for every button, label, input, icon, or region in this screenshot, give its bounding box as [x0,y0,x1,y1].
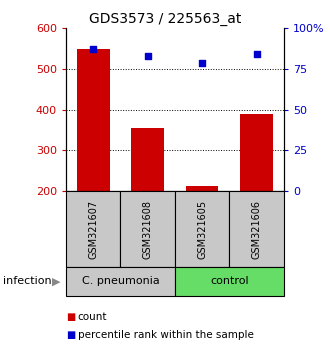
Bar [77,50,110,191]
Text: infection: infection [3,276,52,286]
Text: C. pneumonia: C. pneumonia [82,276,159,286]
Bar [131,128,164,191]
Bar [120,191,175,267]
Bar [66,267,175,296]
Text: ■: ■ [66,330,75,339]
Text: GSM321605: GSM321605 [197,200,207,259]
Text: GSM321606: GSM321606 [251,200,262,259]
Bar [240,114,273,191]
Bar [175,267,284,296]
Point [145,53,150,59]
Text: ▶: ▶ [52,276,60,286]
Text: GDS3573 / 225563_at: GDS3573 / 225563_at [89,12,241,27]
Point [90,47,96,52]
Text: percentile rank within the sample: percentile rank within the sample [78,330,253,339]
Bar [175,191,229,267]
Bar [186,186,218,191]
Text: count: count [78,312,107,322]
Text: GSM321608: GSM321608 [143,200,153,259]
Text: ■: ■ [66,312,75,322]
Point [199,60,205,65]
Text: GSM321607: GSM321607 [88,200,98,259]
Point [254,52,259,57]
Text: control: control [210,276,249,286]
Bar [229,191,284,267]
Bar [66,191,120,267]
